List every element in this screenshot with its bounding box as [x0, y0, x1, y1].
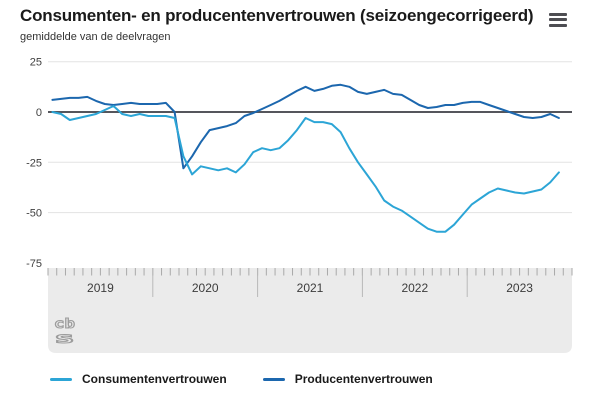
y-axis-label: -75: [26, 258, 42, 270]
producer-line-swatch-icon: [262, 377, 285, 381]
x-axis-year-label: 2021: [297, 281, 324, 295]
y-axis-label: -50: [26, 208, 42, 220]
y-axis-label: -25: [26, 157, 42, 169]
menu-bar: [549, 18, 567, 21]
x-axis-band: [48, 268, 572, 353]
cbs-logo: cb s: [54, 317, 76, 348]
cbs-logo-bottom: s: [54, 329, 75, 347]
legend-item-consumentenvertrouwen[interactable]: Consumentenvertrouwen: [50, 372, 227, 386]
legend-label: Consumentenvertrouwen: [82, 372, 227, 386]
cbs-logo-top: cb: [54, 317, 75, 332]
y-axis-label: 25: [30, 57, 42, 69]
y-axis-label: 0: [36, 107, 42, 119]
x-axis-year-label: 2022: [401, 281, 428, 295]
x-axis-year-label: 2019: [87, 281, 114, 295]
consumentenvertrouwen-line: [51, 105, 560, 233]
page-title: Consumenten- en producentenvertrouwen (s…: [20, 6, 534, 25]
x-axis-year-label: 2023: [506, 281, 533, 295]
legend-label: Producentenvertrouwen: [294, 372, 433, 386]
legend-item-producentenvertrouwen[interactable]: Producentenvertrouwen: [262, 372, 433, 386]
x-axis-year-label: 2020: [192, 281, 219, 295]
chart-legend: Consumentenvertrouwen Producentenvertrou…: [50, 372, 433, 386]
consumer-line-swatch-icon: [50, 377, 72, 381]
menu-bar: [549, 23, 567, 27]
hamburger-menu-icon[interactable]: [546, 8, 570, 30]
producentenvertrouwen-line: [51, 83, 560, 170]
chart-subtitle: gemiddelde van de deelvragen: [20, 31, 171, 43]
menu-bar: [549, 12, 567, 16]
